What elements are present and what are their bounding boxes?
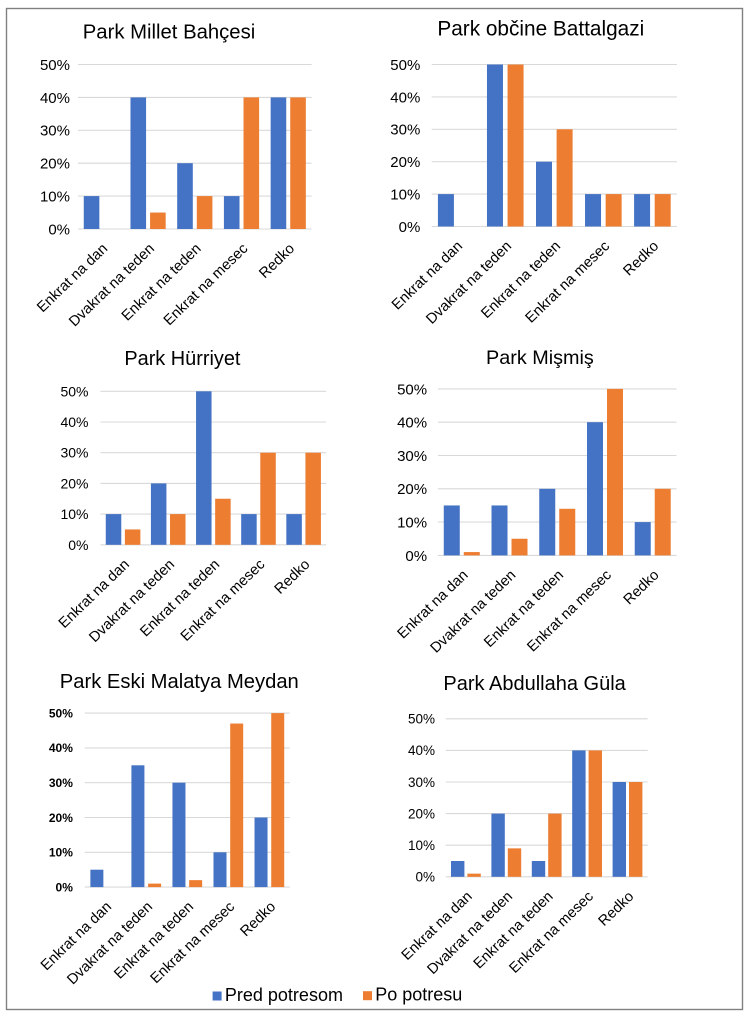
svg-text:10%: 10% (408, 838, 435, 853)
svg-text:Park Hürriyet: Park Hürriyet (124, 348, 241, 370)
svg-text:10%: 10% (60, 506, 88, 522)
svg-text:30%: 30% (408, 775, 435, 790)
svg-text:30%: 30% (397, 448, 427, 465)
svg-text:50%: 50% (390, 57, 420, 74)
svg-text:0%: 0% (68, 537, 88, 553)
svg-text:Pred potresom: Pred potresom (225, 985, 343, 1005)
svg-text:Park Abdullaha Güla: Park Abdullaha Güla (443, 673, 626, 695)
svg-text:50%: 50% (40, 57, 70, 74)
svg-text:10%: 10% (40, 188, 70, 205)
svg-text:0%: 0% (56, 880, 74, 894)
svg-text:0%: 0% (415, 870, 435, 885)
svg-text:40%: 40% (408, 743, 435, 758)
svg-text:40%: 40% (60, 414, 88, 430)
svg-text:Po potresu: Po potresu (375, 985, 462, 1005)
svg-text:30%: 30% (390, 122, 420, 139)
svg-text:10%: 10% (397, 514, 427, 531)
svg-text:10%: 10% (49, 846, 73, 860)
svg-text:30%: 30% (49, 776, 73, 790)
svg-text:Park Eski Malatya Meydan: Park Eski Malatya Meydan (60, 671, 299, 693)
svg-text:20%: 20% (60, 475, 88, 491)
svg-text:30%: 30% (60, 445, 88, 461)
svg-text:50%: 50% (49, 706, 73, 720)
svg-text:50%: 50% (397, 381, 427, 398)
svg-text:20%: 20% (397, 481, 427, 498)
svg-text:20%: 20% (40, 156, 70, 173)
svg-text:Park Millet Bahçesi: Park Millet Bahçesi (83, 21, 255, 43)
svg-text:10%: 10% (390, 186, 420, 203)
svg-text:0%: 0% (48, 221, 70, 238)
svg-text:50%: 50% (60, 383, 88, 399)
svg-text:50%: 50% (408, 712, 435, 727)
svg-text:0%: 0% (405, 548, 427, 565)
svg-text:40%: 40% (49, 741, 73, 755)
svg-text:40%: 40% (397, 415, 427, 432)
svg-text:Park občine Battalgazi: Park občine Battalgazi (437, 17, 644, 40)
svg-text:20%: 20% (49, 811, 73, 825)
svg-text:20%: 20% (408, 806, 435, 821)
svg-text:40%: 40% (40, 90, 70, 107)
svg-text:0%: 0% (399, 219, 421, 236)
svg-text:20%: 20% (390, 154, 420, 171)
svg-text:Park Mişmiş: Park Mişmiş (486, 347, 594, 369)
svg-text:40%: 40% (390, 89, 420, 106)
svg-text:30%: 30% (40, 123, 70, 140)
